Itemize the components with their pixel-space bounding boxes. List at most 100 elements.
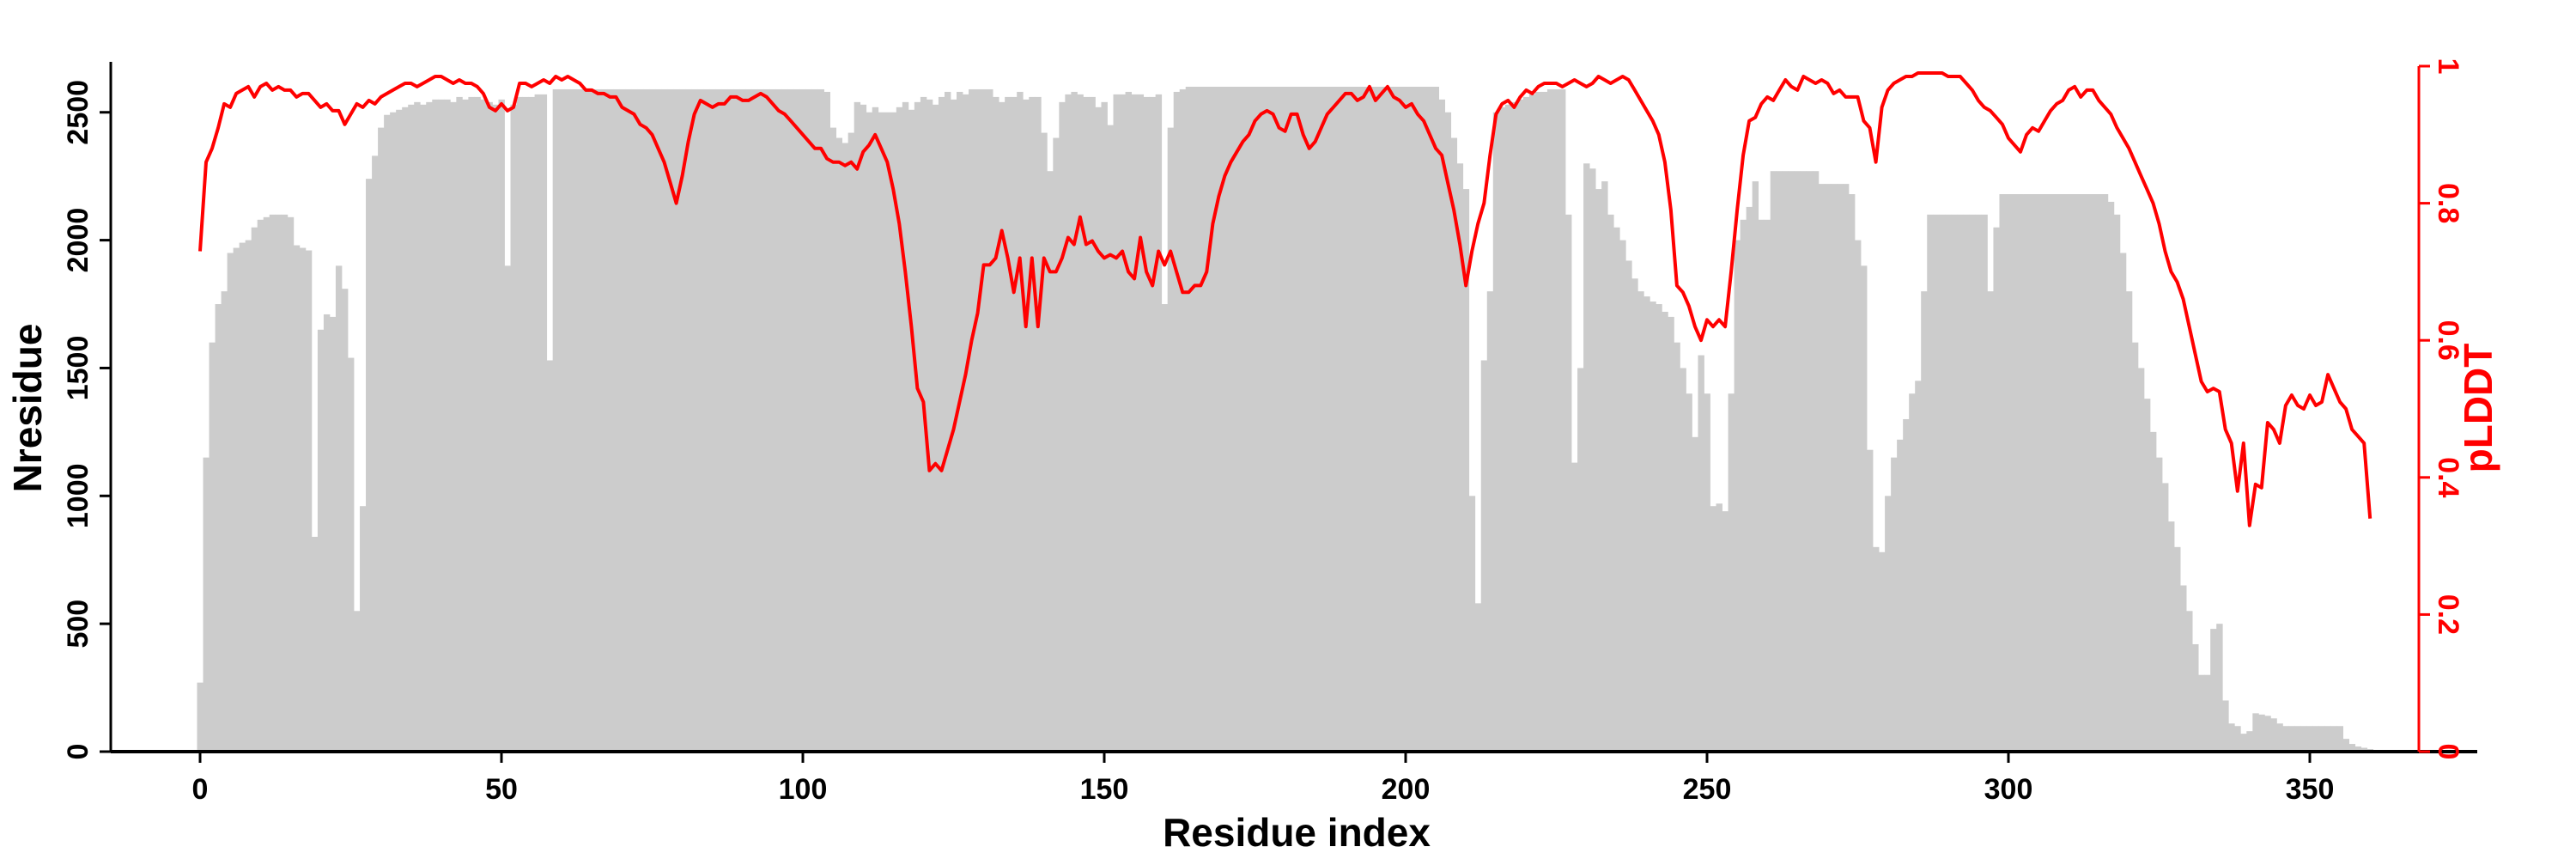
bar [1402,86,1409,752]
bar [408,104,415,752]
bar [1692,436,1698,752]
bar [2240,734,2247,752]
bar [287,216,295,752]
bar [805,88,812,752]
bar [1258,86,1265,752]
left-tick-label: 0 [62,744,94,760]
bar [2053,194,2061,752]
bar [1643,296,1650,752]
bar [1017,91,1024,752]
bar [957,91,963,752]
bar [1155,94,1163,752]
bar [1294,86,1301,752]
bar [582,88,590,752]
bar [2017,194,2024,752]
bar [2258,714,2265,752]
bar [1637,291,1644,752]
bar [1077,94,1084,752]
x-axis-label: Residue index [1163,810,1431,855]
bar [227,253,234,752]
bar [1782,171,1789,752]
bar [2131,342,2139,752]
bar [305,250,313,752]
bar [1945,214,1952,752]
bar [1185,86,1193,752]
bar [1915,381,1922,752]
bar [2354,746,2362,752]
right-tick-label: 0.6 [2432,320,2464,361]
bar [1245,86,1253,752]
bar [624,88,632,752]
bar [1957,214,1964,752]
bar [2222,700,2229,752]
bar [1589,168,1596,752]
bar [1342,86,1349,752]
bar [1776,171,1783,752]
bar [1680,368,1686,752]
bar [1318,86,1325,752]
bar [938,96,945,752]
bar [1752,181,1759,752]
bar [1571,462,1578,752]
x-axis-ticks: 0 50 100 150 200 250 300 350 [192,752,2334,806]
bar [679,88,686,752]
bar [1903,418,1910,752]
bar [1444,112,1452,752]
bar [1306,86,1313,752]
bar [269,214,276,752]
bar [1516,99,1524,752]
bar [1830,184,1838,752]
bar [1083,96,1090,752]
bar [197,682,204,752]
bar [2047,194,2055,752]
bar [2089,194,2097,752]
bar [1426,86,1433,752]
bar [1565,214,1572,752]
bar [2143,399,2151,752]
left-axis-ticks: 0 500 1000 1500 2000 2500 [62,80,111,760]
bar [1510,101,1518,752]
bar [2035,194,2043,752]
bar [636,88,644,752]
bar [366,179,373,752]
bar [420,104,427,752]
bar [648,88,656,752]
bar [1601,181,1608,752]
left-axis-label: Nresidue [5,324,50,493]
bar [1396,86,1403,752]
bar [2318,726,2325,752]
bar [2270,718,2277,752]
bar [1861,265,1868,752]
bar [1546,88,1554,752]
bar [1005,96,1012,752]
bar [384,114,391,752]
bar [263,216,270,752]
bar [2342,739,2350,752]
bar [1764,219,1771,752]
bar [1197,86,1205,752]
bar [1089,96,1096,752]
bar [1047,171,1054,752]
bar [2168,521,2175,752]
bar [890,112,897,752]
bar [691,88,698,752]
bar [293,245,301,752]
bar [1161,304,1169,752]
bar [1613,227,1620,752]
bar [1330,86,1337,752]
bar [841,143,849,752]
bar [1534,91,1542,752]
bar [1149,96,1157,752]
right-tick-label: 0.4 [2432,457,2464,497]
bar [311,536,319,752]
bar [1879,551,1886,752]
bar [468,96,475,752]
bar [1854,240,1862,752]
bar [1758,219,1765,752]
bar [1137,94,1145,752]
bar [667,88,674,752]
bar [2095,194,2103,752]
bar [1788,171,1795,752]
bar [618,88,626,752]
bar [209,342,216,752]
